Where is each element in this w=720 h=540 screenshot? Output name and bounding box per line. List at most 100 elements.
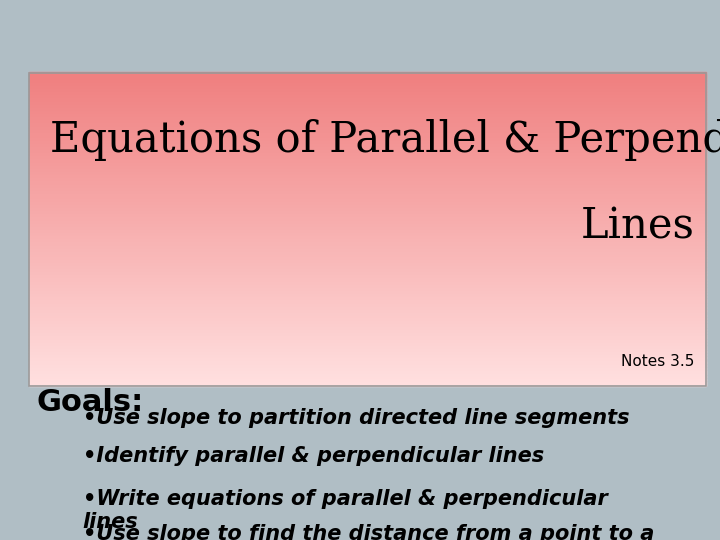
Bar <box>29 267 706 269</box>
Bar <box>29 304 706 306</box>
Bar <box>29 234 706 236</box>
Bar <box>29 330 706 333</box>
Text: Notes 3.5: Notes 3.5 <box>621 354 695 369</box>
Bar <box>29 337 706 339</box>
Bar <box>29 384 706 386</box>
Bar <box>29 227 706 230</box>
Bar <box>29 257 706 259</box>
Bar <box>29 127 706 129</box>
Bar <box>29 265 706 267</box>
Bar <box>29 190 706 192</box>
Bar <box>29 85 706 87</box>
Bar <box>29 201 706 203</box>
Bar <box>29 307 706 309</box>
Bar <box>29 130 706 132</box>
Bar <box>29 138 706 140</box>
Bar <box>29 91 706 93</box>
Bar <box>29 204 706 206</box>
Bar <box>29 372 706 374</box>
Bar <box>29 302 706 305</box>
Bar <box>29 347 706 348</box>
Bar <box>29 326 706 328</box>
Bar <box>29 207 706 209</box>
Bar <box>29 246 706 248</box>
Bar <box>29 119 706 122</box>
Bar <box>29 240 706 242</box>
Bar <box>29 168 706 170</box>
Bar <box>29 82 706 84</box>
Bar <box>29 123 706 125</box>
Bar <box>29 323 706 325</box>
Bar <box>29 79 706 80</box>
Bar <box>29 202 706 205</box>
Bar <box>29 105 706 107</box>
Bar <box>29 173 706 175</box>
Bar <box>29 133 706 136</box>
Bar <box>29 132 706 134</box>
Bar <box>29 212 706 214</box>
Bar <box>29 135 706 137</box>
Bar <box>29 235 706 238</box>
Bar <box>29 97 706 99</box>
Bar <box>29 213 706 215</box>
Bar <box>29 363 706 366</box>
Bar <box>29 249 706 252</box>
Bar <box>29 361 706 363</box>
Bar <box>29 126 706 128</box>
Bar <box>29 144 706 146</box>
Bar <box>29 254 706 256</box>
Bar <box>29 159 706 160</box>
Bar <box>29 231 706 233</box>
Bar <box>29 325 706 327</box>
Bar <box>29 76 706 78</box>
Bar <box>29 354 706 356</box>
Bar <box>29 378 706 380</box>
Bar <box>29 226 706 228</box>
Bar <box>29 151 706 153</box>
Bar <box>29 93 706 95</box>
Bar <box>29 314 706 315</box>
Bar <box>29 316 706 319</box>
Bar <box>29 196 706 198</box>
Bar <box>29 288 706 291</box>
Bar <box>29 312 706 314</box>
Bar <box>29 357 706 360</box>
Bar <box>29 100 706 103</box>
Bar <box>29 287 706 289</box>
Bar <box>29 88 706 90</box>
Bar <box>29 217 706 219</box>
Bar <box>29 129 706 131</box>
Bar <box>29 243 706 245</box>
Bar <box>29 90 706 92</box>
Bar <box>29 340 706 342</box>
Bar <box>29 348 706 350</box>
Bar <box>29 343 706 346</box>
Bar <box>29 137 706 139</box>
Bar <box>29 310 706 313</box>
Bar <box>29 376 706 378</box>
Bar <box>29 206 706 207</box>
Bar <box>29 351 706 353</box>
Bar <box>29 339 706 341</box>
Bar <box>29 349 706 352</box>
Bar <box>29 194 706 197</box>
Bar <box>29 185 706 187</box>
Bar <box>29 368 706 370</box>
Bar <box>29 118 706 120</box>
Bar <box>29 301 706 303</box>
Bar <box>29 114 706 117</box>
Bar <box>29 221 706 223</box>
Bar <box>29 166 706 168</box>
Bar <box>29 96 706 98</box>
Bar <box>29 264 706 266</box>
Bar <box>29 157 706 159</box>
Bar <box>29 177 706 179</box>
Bar <box>29 116 706 118</box>
Bar <box>29 86 706 89</box>
Bar <box>29 345 706 347</box>
Bar <box>29 163 706 165</box>
Bar <box>29 170 706 172</box>
Bar <box>29 295 706 297</box>
Bar <box>29 110 706 112</box>
Bar <box>29 273 706 275</box>
